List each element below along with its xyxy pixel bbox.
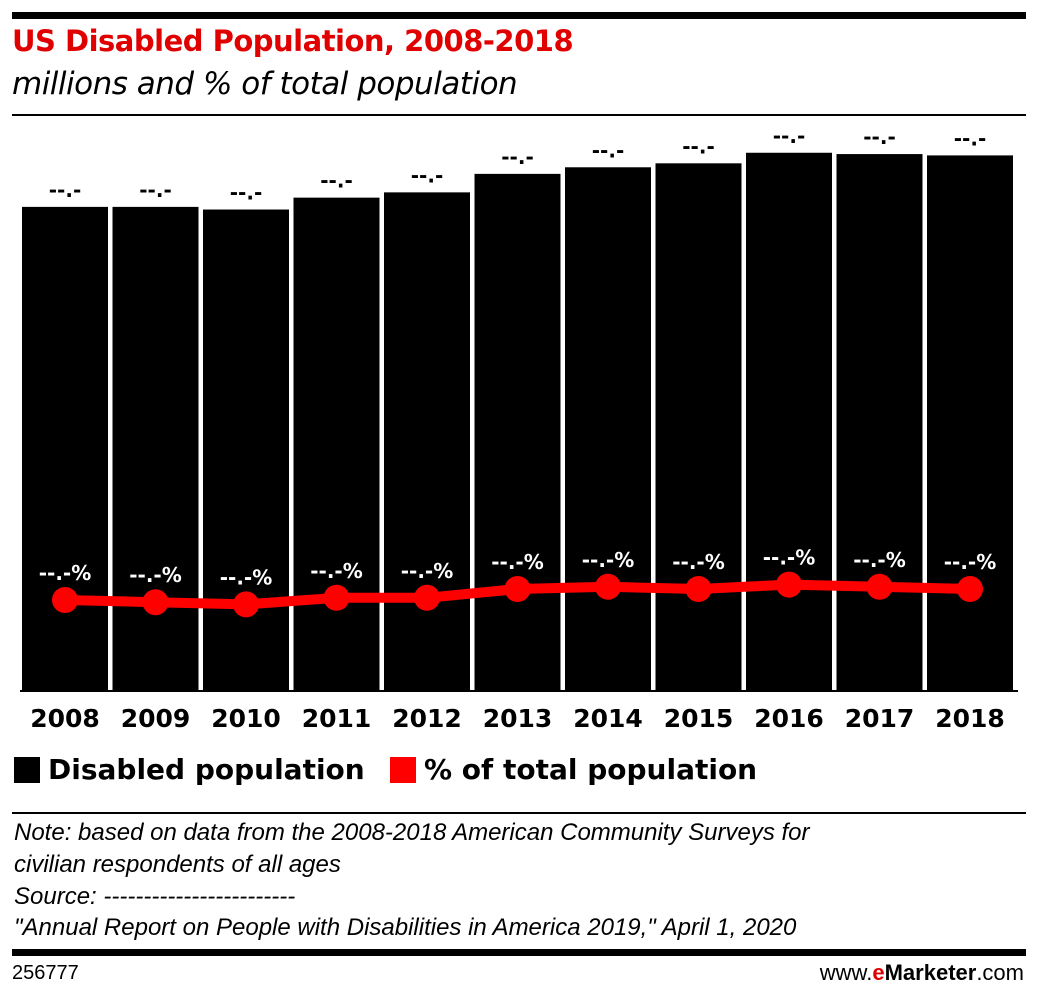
bar-data-label: --.-	[320, 169, 353, 193]
legend-swatch-black	[14, 756, 40, 783]
percent-point	[142, 589, 169, 616]
line-data-label: --.-%	[220, 565, 273, 589]
x-tick-label: 2008	[30, 704, 100, 733]
x-tick-label: 2012	[392, 704, 462, 733]
line-data-label: --.-%	[491, 550, 544, 574]
note-line: Note: based on data from the 2008-2018 A…	[14, 819, 810, 846]
bar-data-label: --.-	[49, 178, 82, 202]
legend-label: % of total population	[424, 753, 758, 786]
notes-rule	[12, 812, 1026, 814]
bar	[746, 152, 832, 690]
bar	[474, 173, 561, 690]
legend-swatch-red	[390, 756, 416, 783]
line-data-label: --.-%	[763, 546, 816, 570]
legend-item-percent-total: % of total population	[390, 753, 757, 786]
x-tick-label: 2015	[664, 704, 734, 733]
bar-data-label: --.-	[592, 138, 625, 162]
percent-point	[595, 573, 621, 600]
percent-point	[957, 576, 983, 602]
bar	[655, 163, 742, 690]
footer-rule	[12, 949, 1026, 956]
percent-point	[52, 587, 78, 613]
line-data-label: --.-%	[672, 550, 725, 574]
bar	[293, 197, 380, 690]
bar-data-label: --.-	[411, 163, 444, 187]
bar-data-label: --.-	[682, 134, 715, 158]
line-data-label: --.-%	[853, 548, 906, 572]
bar	[927, 155, 1013, 690]
source-line: "Annual Report on People with Disabiliti…	[14, 914, 797, 941]
percent-point	[414, 584, 440, 611]
line-data-label: --.-%	[310, 559, 363, 583]
x-tick-label: 2013	[483, 704, 553, 733]
line-data-label: --.-%	[129, 563, 182, 587]
percent-point	[504, 576, 531, 602]
x-tick-label: 2017	[845, 704, 915, 733]
line-data-label: --.-%	[582, 548, 635, 572]
bar	[112, 206, 199, 690]
source-line: Source: ------------------------	[14, 883, 296, 910]
x-tick-label: 2010	[211, 704, 281, 733]
legend-item-disabled-population: Disabled population	[14, 753, 365, 786]
bar-data-label: --.-	[501, 145, 534, 169]
title-rule	[12, 114, 1026, 116]
line-data-label: --.-%	[39, 561, 92, 585]
x-tick-label: 2016	[754, 704, 824, 733]
bar-data-label: --.-	[773, 124, 806, 148]
bar	[203, 209, 289, 690]
percent-point	[323, 584, 350, 611]
bar-data-label: --.-	[863, 125, 896, 149]
x-tick-label: 2018	[935, 704, 1005, 733]
chart-subtitle: millions and % of total population	[12, 66, 518, 102]
chart-id: 256777	[12, 962, 79, 984]
bar-data-label: --.-	[954, 126, 987, 150]
percent-point	[685, 576, 712, 602]
bar-data-label: --.-	[230, 181, 263, 205]
top-rule	[12, 12, 1026, 19]
bar	[565, 167, 651, 690]
chart-title: US Disabled Population, 2008-2018	[12, 24, 574, 58]
chart-plot: --.- 2008 --.- 2009 --.- 2010 --.- 2011 --.- 2012…	[20, 124, 1018, 733]
percent-point	[866, 573, 893, 600]
bar	[836, 154, 923, 690]
x-tick-label: 2009	[121, 704, 191, 733]
line-data-label: --.-%	[944, 550, 997, 574]
bar	[22, 206, 108, 690]
bar-data-label: --.-	[139, 178, 172, 202]
x-tick-label: 2014	[573, 704, 643, 733]
percent-point	[233, 591, 259, 618]
x-tick-label: 2011	[302, 704, 372, 733]
legend-label: Disabled population	[48, 753, 365, 786]
brand-logo: www.eMarketer.com	[819, 960, 1024, 985]
line-data-label: --.-%	[401, 559, 454, 583]
percent-point	[776, 571, 802, 598]
bar	[384, 192, 470, 691]
note-line: civilian respondents of all ages	[14, 851, 341, 878]
